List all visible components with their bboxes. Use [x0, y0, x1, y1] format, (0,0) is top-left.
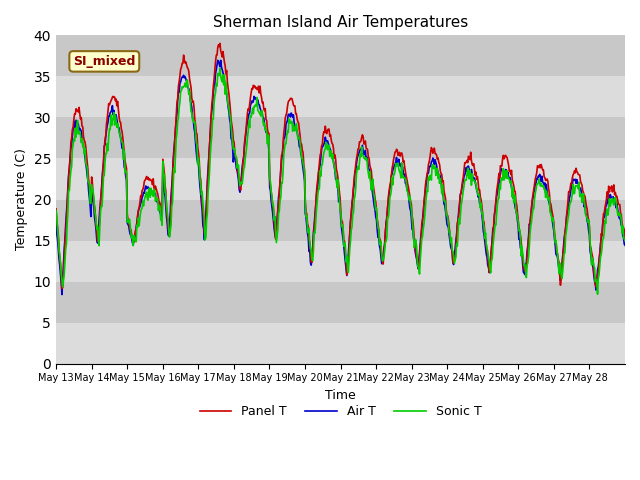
- Panel T: [120, 142, 127, 148]
- Sonic T: [400, 175, 408, 181]
- Bar: [56, 36, 625, 76]
- Air T: [401, 171, 408, 177]
- X-axis label: Time: Time: [325, 389, 356, 402]
- Panel T: [216, 40, 224, 46]
- Bar: [56, 118, 625, 158]
- Sonic T: [253, 103, 260, 109]
- Air T: [58, 292, 66, 298]
- Panel T: [253, 86, 261, 92]
- Panel T: [52, 206, 60, 212]
- Air T: [217, 58, 225, 63]
- Sonic T: [119, 140, 127, 146]
- Sonic T: [274, 227, 282, 233]
- Air T: [120, 154, 127, 159]
- Bar: [56, 240, 625, 282]
- Air T: [621, 242, 629, 248]
- Line: Sonic T: Sonic T: [56, 69, 625, 294]
- Air T: [225, 109, 233, 115]
- Air T: [433, 163, 440, 168]
- Panel T: [275, 201, 282, 207]
- Bar: [56, 323, 625, 364]
- Panel T: [58, 286, 66, 291]
- Air T: [52, 218, 60, 224]
- Panel T: [433, 152, 440, 158]
- Title: Sherman Island Air Temperatures: Sherman Island Air Temperatures: [213, 15, 468, 30]
- Text: SI_mixed: SI_mixed: [73, 55, 136, 68]
- Sonic T: [594, 291, 602, 297]
- Sonic T: [621, 238, 629, 243]
- Legend: Panel T, Air T, Sonic T: Panel T, Air T, Sonic T: [195, 400, 486, 423]
- Sonic T: [224, 103, 232, 108]
- Line: Panel T: Panel T: [56, 43, 625, 288]
- Bar: [56, 200, 625, 240]
- Bar: [56, 158, 625, 200]
- Air T: [275, 194, 282, 200]
- Panel T: [621, 235, 629, 240]
- Sonic T: [216, 66, 224, 72]
- Panel T: [401, 164, 408, 170]
- Bar: [56, 76, 625, 118]
- Line: Air T: Air T: [56, 60, 625, 295]
- Bar: [56, 282, 625, 323]
- Sonic T: [432, 172, 440, 178]
- Y-axis label: Temperature (C): Temperature (C): [15, 149, 28, 251]
- Panel T: [225, 91, 233, 96]
- Air T: [253, 97, 261, 103]
- Sonic T: [52, 208, 60, 214]
